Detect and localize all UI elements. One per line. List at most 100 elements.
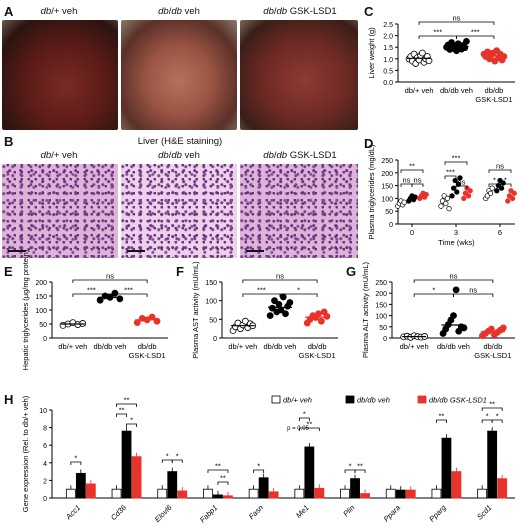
panel-d-data-point <box>494 188 500 194</box>
panel-c-sig-label: ns <box>453 14 461 23</box>
panel-d-data-point <box>489 185 495 191</box>
panel-g-data-point <box>460 324 468 332</box>
panel-c-sig-label: *** <box>471 28 480 37</box>
panel-e-y-tick-label: 0 <box>43 336 47 343</box>
panel-g-y-tick-label: 0 <box>383 336 387 343</box>
panel-f-sig-label: *** <box>257 286 266 295</box>
panel-h-legend-label: db/+ veh <box>283 396 312 405</box>
panel-h-y-tick-label: 8 <box>43 426 47 433</box>
panel-h-sig-bracket <box>116 413 127 417</box>
panel-h-sig-label: ** <box>220 474 226 483</box>
panel-e-sig-label: ns <box>106 272 114 281</box>
panel-g-y-tick-label: 250 <box>375 280 387 287</box>
panel-c-data-point <box>425 57 433 65</box>
panel-h-sig-label: * <box>257 462 260 471</box>
panel-e-y-tick-label: 200 <box>35 280 47 287</box>
he-label-3: db/db GSK-LSD1 <box>263 150 337 161</box>
panel-e-sig-bracket <box>72 279 148 283</box>
panel-c-x-label-3a: db/db <box>485 86 504 95</box>
panel-h-sig-label: * <box>303 410 306 419</box>
panel-f-data-point <box>282 310 289 318</box>
panel-h-category-label: Fabp1 <box>198 503 219 524</box>
panel-f-x-label-2: db/db veh <box>264 342 297 351</box>
panel-f-data-point <box>266 312 274 320</box>
panel-d-data-point <box>467 188 473 194</box>
panel-g-sig-bracket <box>413 279 494 283</box>
panel-d-data-point <box>505 198 511 204</box>
panel-h-bar <box>385 488 396 499</box>
panel-d-data-point <box>455 181 462 187</box>
panel-d-sig-label: ns <box>414 176 422 185</box>
panel-letter-g: G <box>346 264 357 279</box>
panel-g-y-tick-label: 200 <box>375 291 387 298</box>
panel-letter-c: C <box>364 4 374 19</box>
panel-h-bar <box>85 483 96 499</box>
panel-g-sig-label: ns <box>450 272 458 281</box>
panel-h-sig-bracket <box>491 419 503 423</box>
panel-f-data-point <box>315 310 322 318</box>
panel-d-data-point <box>487 190 494 196</box>
panel-f-sig-label: ns <box>276 272 284 281</box>
panel-h-category-label: Plin <box>341 503 356 518</box>
panel-h-bar <box>497 478 508 499</box>
panel-h-p-note: p = 0.05 <box>287 426 310 432</box>
panel-d-data-point <box>438 203 444 209</box>
panel-letter-f: F <box>176 264 184 279</box>
panel-h-sig-bracket <box>116 403 137 407</box>
panel-g-x-label-1: db/+ veh <box>400 342 429 351</box>
panel-d-sig-label: *** <box>452 154 461 163</box>
panel-h-sig-label: * <box>496 412 499 421</box>
panel-d-x-label: Time (wks) <box>438 238 475 247</box>
panel-e-y-tick-label: 100 <box>35 308 47 315</box>
panel-h-sig-label: * <box>176 452 179 461</box>
panel-h-category-label: Scd1 <box>475 503 493 521</box>
panel-h-y-tick-label: 0 <box>43 496 47 503</box>
panel-c-y-tick-label: 1.5 <box>383 45 393 52</box>
panel-c-y-label: Liver weight (g) <box>367 27 376 79</box>
panel-h-bar <box>294 488 305 499</box>
panel-d-sig-label: * <box>504 176 507 185</box>
panel-h-sig-label: * <box>74 454 77 463</box>
panel-d-y-tick-label: 200 <box>381 171 393 178</box>
panel-f-data-point <box>268 304 276 312</box>
panel-g-y-tick-label: 150 <box>375 302 387 309</box>
panel-f-y-tick-label: 50 <box>209 317 217 324</box>
panel-letter-e: E <box>4 264 13 279</box>
panel-g-x-label-3a: db/db <box>483 342 502 351</box>
scale-bar <box>127 250 145 252</box>
panel-h-legend-swatch <box>345 395 355 404</box>
panel-f-data-point <box>279 293 287 301</box>
panel-f-sig-bracket <box>242 279 318 283</box>
panel-g-data-point <box>452 286 460 294</box>
panel-f-data-point <box>286 299 294 306</box>
panel-d-sig-bracket <box>400 169 424 173</box>
panel-h-sig-bracket <box>217 481 229 485</box>
panel-h-bar <box>258 477 269 499</box>
panel-e-data-point <box>153 317 161 325</box>
panel-e-sig-label: *** <box>87 286 96 295</box>
panel-h-category-label: Acc1 <box>63 503 82 522</box>
panel-h-category-label: Cd36 <box>109 502 129 522</box>
panel-c-sig-bracket <box>418 21 495 25</box>
panel-h-sig-bracket <box>253 469 265 473</box>
panel-h-legend-label: db/db GSK-LSD1 <box>429 396 487 405</box>
panel-c-data-point <box>461 44 469 52</box>
panel-c-sig-label: *** <box>433 28 442 37</box>
panel-c-x-label-2: db/db veh <box>440 86 473 95</box>
panel-h-category-label: Elovl6 <box>153 502 174 523</box>
panel-d-data-point <box>457 175 463 181</box>
panel-h-bar <box>75 472 86 499</box>
he-image-dbdb-veh <box>121 164 237 258</box>
panel-d-sig-label: ns <box>496 162 504 171</box>
panel-letter-h: H <box>4 392 14 407</box>
panel-h-bar <box>304 446 315 499</box>
panel-h-sig-label: * <box>486 412 489 421</box>
panel-e-data-point <box>133 319 141 327</box>
panel-h-legend-swatch <box>271 395 281 404</box>
panel-h-bar <box>248 488 259 499</box>
panel-e-sig-bracket <box>109 293 148 297</box>
panel-h-bar <box>268 491 279 499</box>
panel-h-bar <box>350 478 360 499</box>
panel-h-legend-label: db/db veh <box>357 396 390 405</box>
panel-h-sig-bracket <box>126 423 137 427</box>
